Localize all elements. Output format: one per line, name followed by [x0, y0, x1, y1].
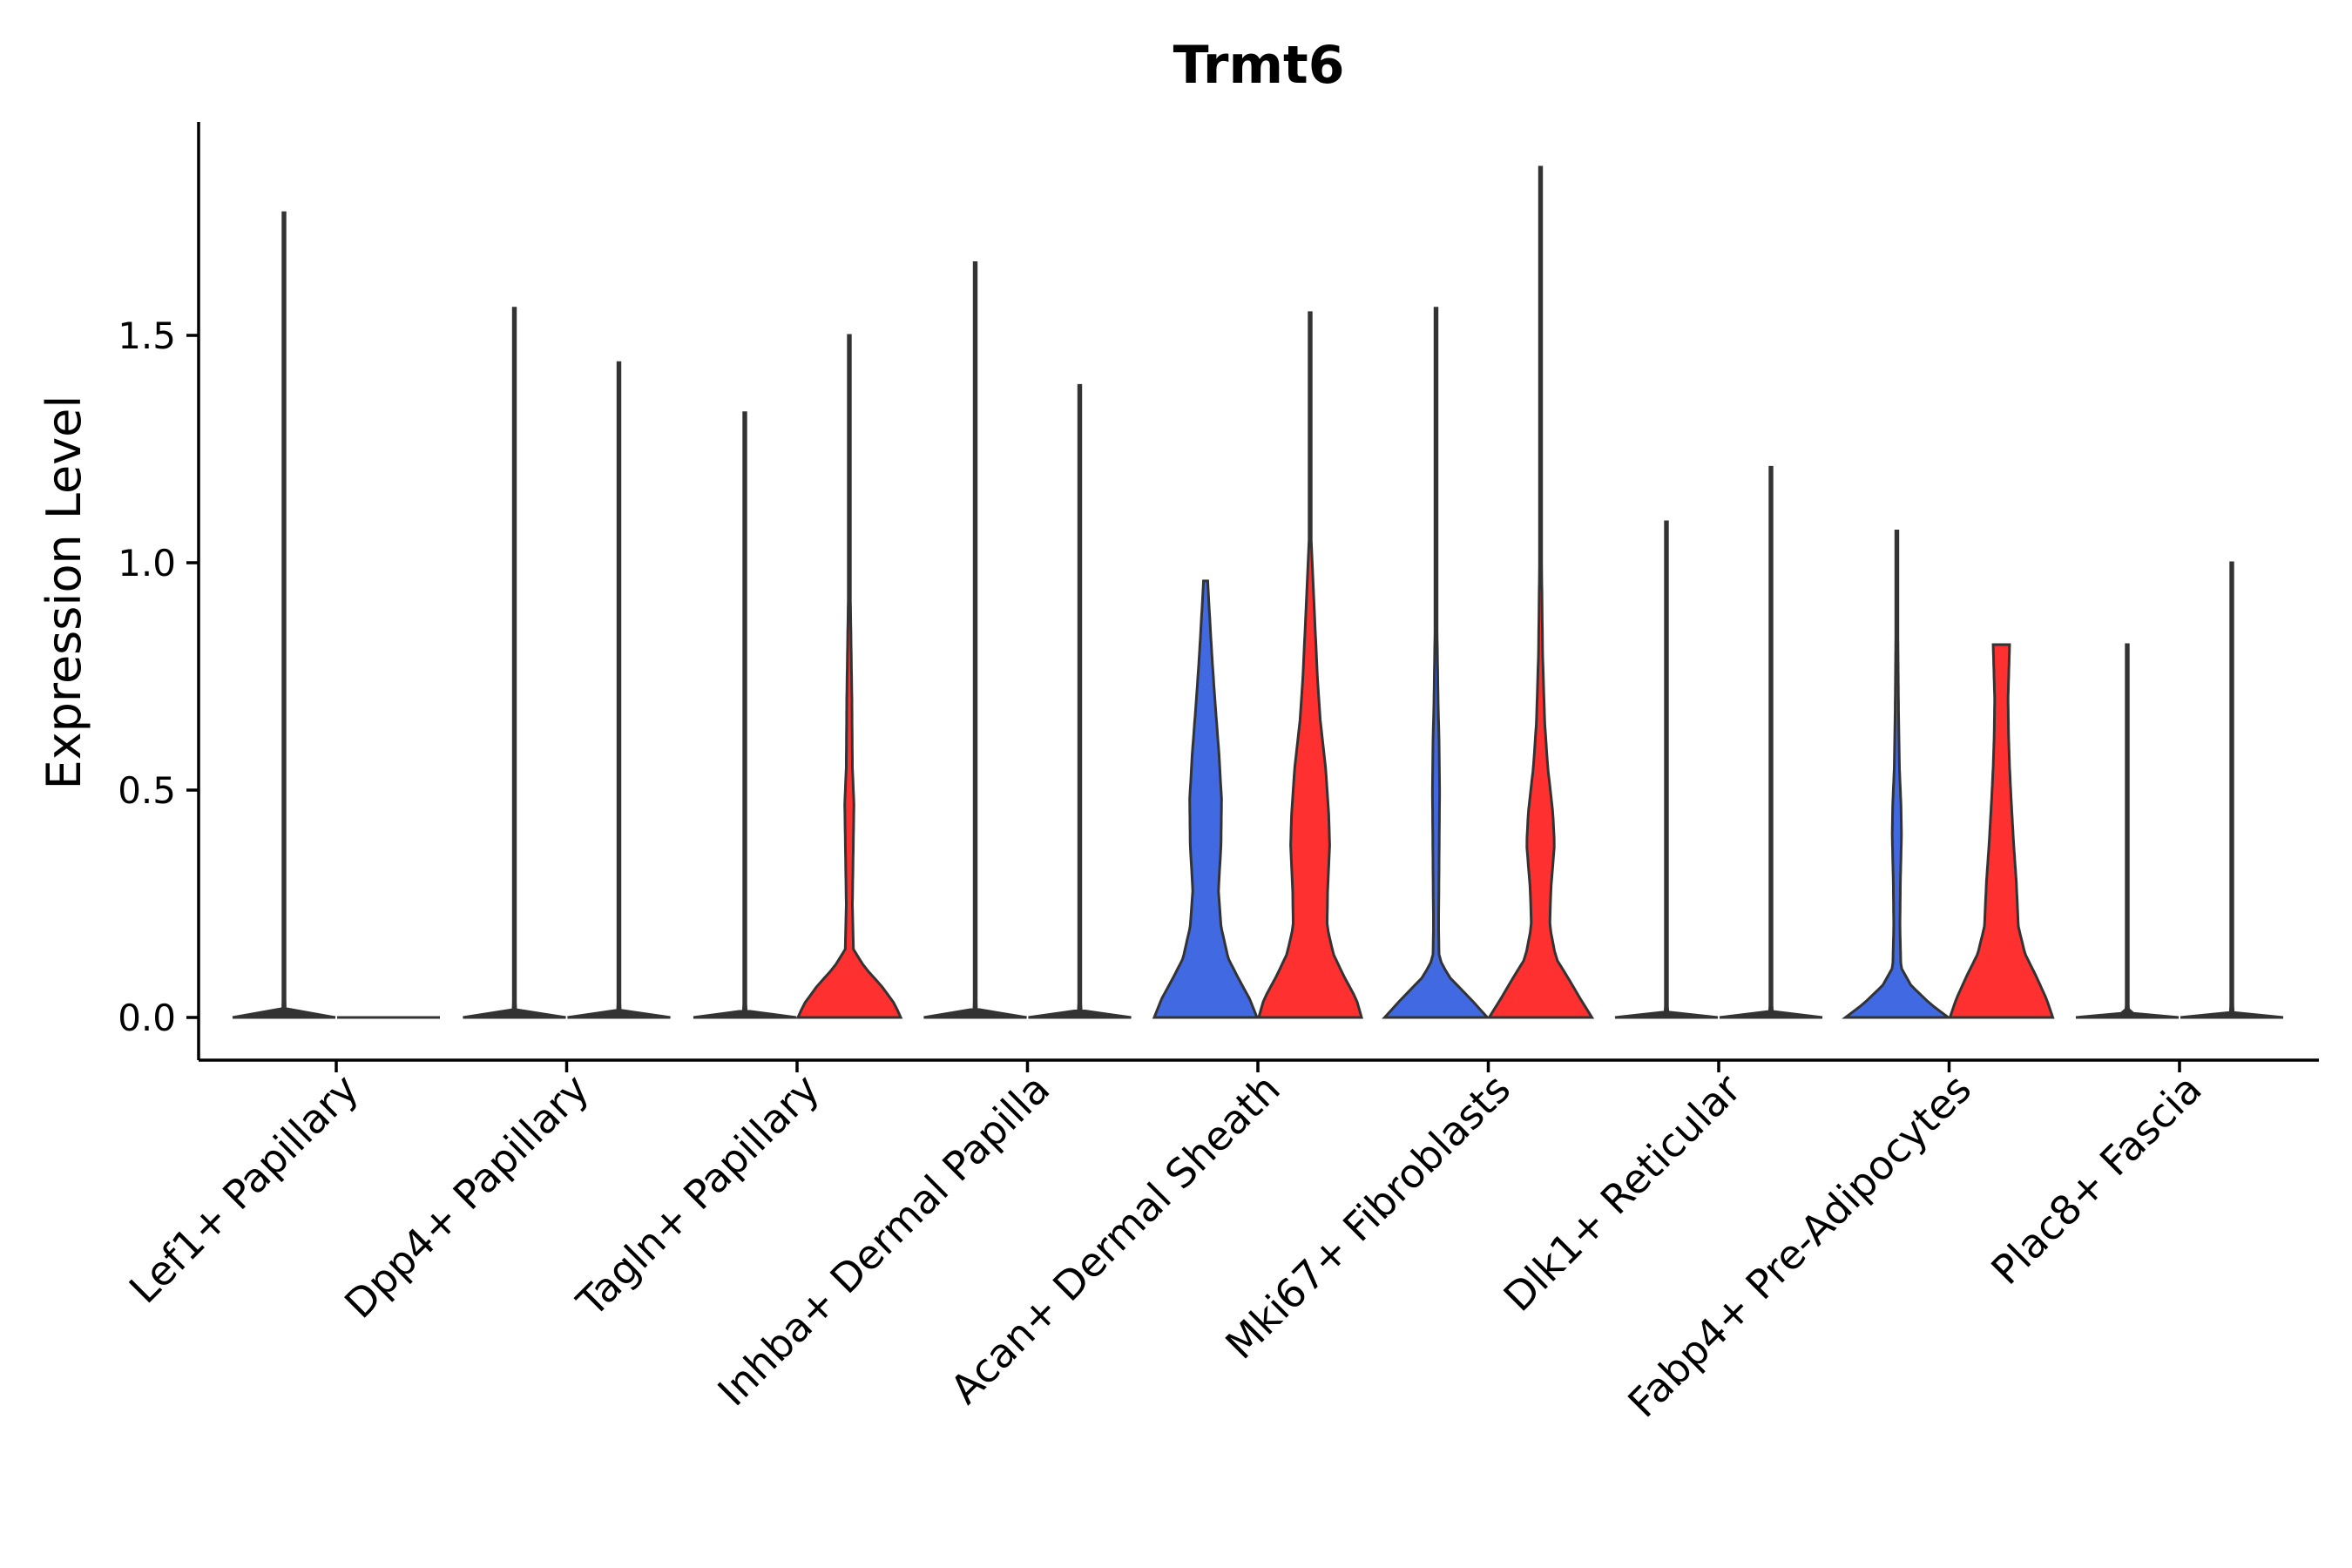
y-axis-label: Expression Level	[37, 395, 91, 790]
x-tick-label-dpp4-papillary: Dpp4+ Papillary	[335, 1065, 598, 1328]
violin-dlk1-reticular-a	[1614, 520, 1719, 1019]
y-tick-label: 0.0	[118, 997, 176, 1039]
violin-mki67-fibroblasts-b	[1486, 166, 1595, 1019]
violin-dpp4-papillary-b	[567, 361, 671, 1019]
x-tick-label-lef1-papillary: Lef1+ Papillary	[120, 1065, 368, 1313]
x-tick-label-plac8-fascia: Plac8+ Fascia	[1982, 1065, 2210, 1294]
violin-inhba-dermal-papilla-a	[923, 261, 1027, 1019]
violin-tagln-papillary-b	[795, 334, 903, 1019]
violin-inhba-dermal-papilla-b	[1028, 383, 1132, 1019]
violin-acan-dermal-sheath-b	[1257, 311, 1363, 1019]
y-tick-label: 1.0	[118, 542, 176, 585]
violin-tagln-papillary-a	[693, 411, 797, 1019]
violin-mki67-fibroblasts-a	[1382, 307, 1490, 1019]
violin-dlk1-reticular-b	[1719, 465, 1823, 1019]
violin-dpp4-papillary-a	[463, 307, 566, 1019]
violin-acan-dermal-sheath-a	[1152, 579, 1260, 1019]
x-tick-label-tagln-papillary: Tagln+ Papillary	[567, 1065, 828, 1327]
x-tick-label-dlk1-reticular: Dlk1+ Reticular	[1495, 1065, 1750, 1321]
chart-title: Trmt6	[1173, 35, 1345, 96]
y-tick-label: 1.5	[118, 314, 176, 357]
violin-plac8-fascia-b	[2180, 561, 2284, 1019]
violin-fabp4-pre-adipocytes-b	[1948, 643, 2055, 1019]
violin-lef1-papillary-a	[232, 211, 336, 1019]
violin-fabp4-pre-adipocytes-a	[1842, 530, 1952, 1019]
axes: 0.0 0.5 1.0 1.5	[118, 122, 2319, 1072]
y-tick-label: 0.5	[118, 769, 176, 812]
violin-plac8-fascia-a	[2075, 643, 2180, 1019]
plot-area	[232, 166, 2284, 1019]
